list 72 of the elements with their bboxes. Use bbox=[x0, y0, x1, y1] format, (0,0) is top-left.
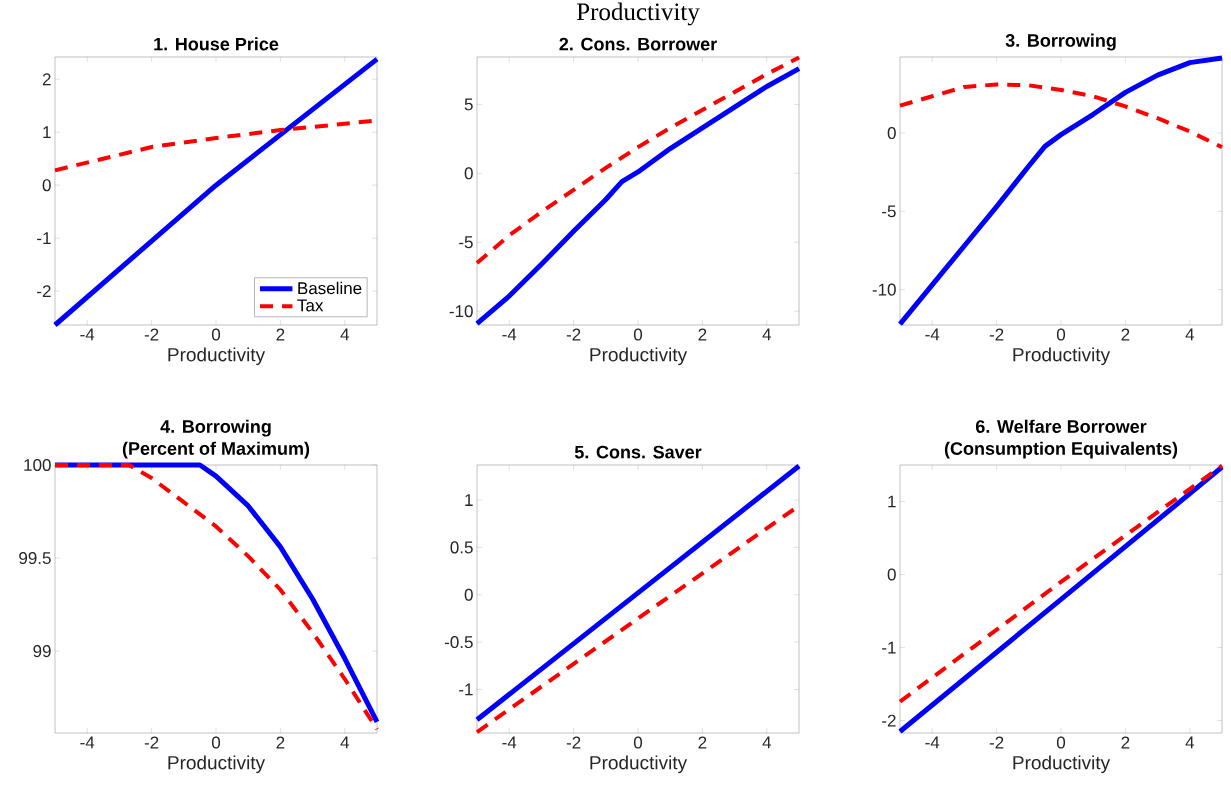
x-tick-label: -4 bbox=[925, 328, 940, 341]
chart-title: 4. Borrowing bbox=[160, 419, 271, 437]
chart-title: 5. Cons. Saver bbox=[574, 445, 702, 459]
x-tick-label: 0 bbox=[211, 328, 221, 341]
y-tick-label: 99 bbox=[33, 645, 51, 658]
x-tick-label: -4 bbox=[80, 328, 95, 341]
x-tick-label: -2 bbox=[566, 736, 581, 749]
y-tick-label: 1 bbox=[465, 494, 473, 506]
y-tick-label: 0 bbox=[464, 588, 473, 601]
x-tick-label: 2 bbox=[698, 736, 707, 749]
x-tick-label: 2 bbox=[276, 328, 285, 341]
x-tick-label: 2 bbox=[1121, 736, 1130, 749]
y-tick-label: -1 bbox=[37, 232, 51, 244]
chart-title: 1. House Price bbox=[154, 37, 279, 51]
y-tick-label: 1 bbox=[888, 495, 896, 508]
x-tick-label: -4 bbox=[502, 328, 517, 341]
y-tick-label: -5 bbox=[459, 236, 473, 249]
chart-subtitle: (Percent of Maximum) bbox=[122, 441, 310, 459]
x-axis-title: Productivity bbox=[590, 755, 688, 774]
y-tick-label: 99.5 bbox=[19, 552, 51, 565]
y-tick-label: -5 bbox=[882, 205, 896, 218]
y-tick-label: 0 bbox=[464, 167, 473, 180]
chart-title: 3. Borrowing bbox=[1005, 33, 1116, 51]
chart-title: 2. Cons. Borrower bbox=[559, 37, 717, 51]
y-tick-label: 2 bbox=[42, 73, 51, 86]
y-tick-label: 0 bbox=[887, 127, 896, 140]
x-tick-label: -2 bbox=[989, 328, 1004, 341]
x-tick-label: 2 bbox=[1121, 328, 1130, 341]
y-tick-label: -1 bbox=[882, 641, 896, 654]
x-tick-label: 4 bbox=[762, 328, 772, 341]
x-tick-label: -4 bbox=[80, 736, 95, 749]
text: Productivity bbox=[576, 2, 700, 26]
y-tick-label: -10 bbox=[449, 305, 473, 318]
y-tick-label: -10 bbox=[872, 283, 896, 296]
line-series bbox=[898, 82, 1225, 150]
x-tick-label: 0 bbox=[633, 736, 643, 749]
y-tick-label: 0 bbox=[42, 179, 51, 192]
x-tick-label: 0 bbox=[633, 328, 643, 341]
x-tick-label: -2 bbox=[144, 736, 159, 749]
y-tick-label: 100 bbox=[24, 458, 51, 472]
y-tick-label: 1 bbox=[43, 126, 51, 139]
x-tick-label: 0 bbox=[211, 736, 221, 749]
y-tick-label: -2 bbox=[37, 285, 51, 298]
x-tick-label: 4 bbox=[762, 736, 772, 749]
x-axis-title: Productivity bbox=[590, 347, 688, 366]
x-tick-label: -4 bbox=[925, 736, 940, 749]
x-tick-label: -2 bbox=[566, 328, 581, 341]
x-tick-label: -2 bbox=[144, 328, 159, 341]
x-tick-label: 0 bbox=[1056, 328, 1066, 341]
y-tick-label: -1 bbox=[459, 683, 473, 696]
x-tick-label: -4 bbox=[502, 736, 517, 749]
x-axis-title: Productivity bbox=[168, 347, 266, 366]
x-tick-label: 4 bbox=[340, 736, 350, 749]
y-tick-label: 5 bbox=[464, 98, 473, 111]
chart-subtitle: (Consumption Equivalents) bbox=[944, 441, 1178, 459]
x-axis-title: Productivity bbox=[1013, 755, 1111, 774]
chart-title: 6. Welfare Borrower bbox=[975, 419, 1147, 433]
x-axis-title: Productivity bbox=[168, 755, 266, 774]
x-tick-label: 2 bbox=[276, 736, 285, 749]
x-tick-label: 2 bbox=[698, 328, 707, 341]
x-tick-label: 4 bbox=[1185, 736, 1195, 749]
y-tick-label: -2 bbox=[882, 714, 896, 727]
y-tick-label: 0 bbox=[887, 568, 896, 581]
x-tick-label: -2 bbox=[989, 736, 1004, 749]
legend-label: Tax bbox=[297, 299, 324, 312]
y-tick-label: 0.5 bbox=[450, 541, 473, 554]
x-tick-label: 4 bbox=[1185, 328, 1195, 341]
x-tick-label: 0 bbox=[1056, 736, 1066, 749]
x-tick-label: 4 bbox=[340, 328, 350, 341]
legend-label: Baseline bbox=[298, 281, 362, 295]
x-axis-title: Productivity bbox=[1013, 347, 1111, 366]
y-tick-label: -0.5 bbox=[444, 636, 473, 649]
